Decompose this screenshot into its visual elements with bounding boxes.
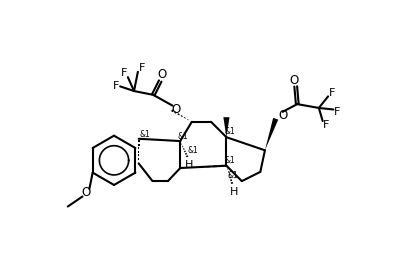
Text: &1: &1 xyxy=(224,156,235,165)
Text: H: H xyxy=(230,187,238,197)
Polygon shape xyxy=(220,165,223,167)
Text: &1: &1 xyxy=(227,171,238,180)
Text: F: F xyxy=(121,68,127,78)
Text: O: O xyxy=(82,186,91,199)
Text: O: O xyxy=(279,109,288,122)
Polygon shape xyxy=(184,150,186,152)
Polygon shape xyxy=(186,155,188,157)
Polygon shape xyxy=(171,109,174,112)
Text: F: F xyxy=(329,87,335,98)
Polygon shape xyxy=(223,117,229,137)
Polygon shape xyxy=(183,148,185,150)
Polygon shape xyxy=(138,158,139,160)
Polygon shape xyxy=(231,182,233,184)
Polygon shape xyxy=(190,121,192,122)
Polygon shape xyxy=(182,146,184,147)
Text: &1: &1 xyxy=(224,127,235,135)
Text: &1: &1 xyxy=(178,132,189,141)
Text: F: F xyxy=(138,63,145,73)
Polygon shape xyxy=(181,115,183,117)
Polygon shape xyxy=(184,117,186,119)
Polygon shape xyxy=(138,140,140,142)
Text: O: O xyxy=(290,74,299,87)
Polygon shape xyxy=(185,153,187,155)
Polygon shape xyxy=(138,151,139,153)
Text: F: F xyxy=(323,120,330,130)
Polygon shape xyxy=(227,168,228,170)
Text: O: O xyxy=(171,103,180,116)
Polygon shape xyxy=(138,155,139,156)
Polygon shape xyxy=(213,165,217,167)
Text: &1: &1 xyxy=(139,130,150,139)
Polygon shape xyxy=(229,174,230,176)
Polygon shape xyxy=(207,166,210,167)
Polygon shape xyxy=(138,147,139,149)
Polygon shape xyxy=(187,119,189,120)
Text: &1: &1 xyxy=(188,146,199,155)
Polygon shape xyxy=(226,166,227,167)
Polygon shape xyxy=(228,171,229,173)
Text: F: F xyxy=(334,107,340,117)
Text: F: F xyxy=(113,82,120,91)
Polygon shape xyxy=(230,179,232,181)
Text: H: H xyxy=(184,160,193,170)
Polygon shape xyxy=(174,111,177,114)
Polygon shape xyxy=(194,167,197,168)
Polygon shape xyxy=(178,113,180,115)
Polygon shape xyxy=(265,118,278,150)
Polygon shape xyxy=(229,176,231,179)
Polygon shape xyxy=(138,144,140,146)
Polygon shape xyxy=(200,166,203,167)
Text: O: O xyxy=(157,68,166,81)
Polygon shape xyxy=(180,141,181,142)
Polygon shape xyxy=(187,167,190,168)
Polygon shape xyxy=(181,143,182,145)
